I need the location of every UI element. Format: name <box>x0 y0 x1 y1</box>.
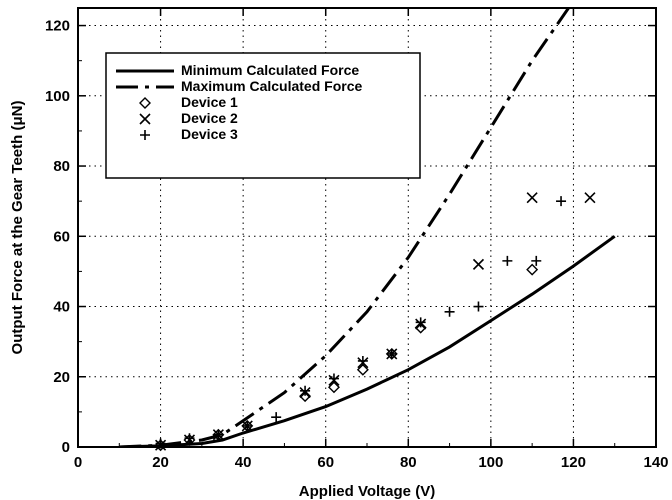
point-device-3 <box>444 306 455 317</box>
point-device-1 <box>414 321 427 334</box>
y-tick-label: 80 <box>53 158 70 175</box>
x-tick-label: 140 <box>643 454 668 471</box>
point-device-2 <box>584 192 596 204</box>
series-line-maximum-calculated-force <box>119 8 571 447</box>
point-device-3 <box>242 420 253 431</box>
y-tick-label: 60 <box>53 228 70 245</box>
legend-label-device-3: Device 3 <box>181 126 238 142</box>
y-tick-label: 100 <box>45 88 70 105</box>
y-tick-label: 20 <box>53 369 70 386</box>
series-line-minimum-calculated-force <box>119 235 616 447</box>
point-device-1 <box>526 263 539 276</box>
point-device-1 <box>299 390 312 403</box>
x-tick-label: 60 <box>317 454 334 471</box>
x-tick-label: 120 <box>561 454 586 471</box>
point-device-1 <box>327 381 340 394</box>
legend-label-maximum-calculated-force: Maximum Calculated Force <box>181 78 362 94</box>
point-device-3 <box>357 355 368 366</box>
point-device-3 <box>184 433 195 444</box>
y-axis-title: Output Force at the Gear Teeth (μN) <box>9 101 26 355</box>
point-device-1 <box>356 363 369 376</box>
x-tick-label: 20 <box>152 454 169 471</box>
legend-swatch-device-1 <box>139 97 151 109</box>
point-device-3 <box>213 429 224 440</box>
point-device-3 <box>473 301 484 312</box>
x-tick-label: 100 <box>478 454 503 471</box>
point-device-2 <box>526 192 538 204</box>
x-tick-label: 80 <box>400 454 417 471</box>
point-device-3 <box>531 255 542 266</box>
legend-label-device-1: Device 1 <box>181 94 238 110</box>
y-tick-label: 120 <box>45 18 70 35</box>
legend-swatch-device-2 <box>139 113 151 125</box>
legend-box <box>105 52 421 179</box>
point-device-3 <box>328 373 339 384</box>
legend-label-minimum-calculated-force: Minimum Calculated Force <box>181 62 359 78</box>
point-device-3 <box>300 385 311 396</box>
point-device-3 <box>271 412 282 423</box>
axis-ticks: 0 20 40 60 80 100 120 140 0 20 40 60 80 100 120 <box>45 8 669 471</box>
point-device-3 <box>415 317 426 328</box>
point-device-3 <box>386 348 397 359</box>
x-tick-label: 40 <box>235 454 252 471</box>
x-axis-title: Applied Voltage (V) <box>299 483 435 500</box>
point-device-2 <box>472 258 485 270</box>
point-device-3 <box>502 255 513 266</box>
x-tick-label: 0 <box>74 454 82 471</box>
legend-label-device-2: Device 2 <box>181 110 238 126</box>
point-device-3 <box>155 438 166 449</box>
series-layer <box>119 8 616 452</box>
legend-swatch-device-3 <box>140 130 150 140</box>
y-tick-label: 0 <box>62 439 70 456</box>
y-tick-label: 40 <box>53 299 70 316</box>
point-device-3 <box>556 196 567 207</box>
